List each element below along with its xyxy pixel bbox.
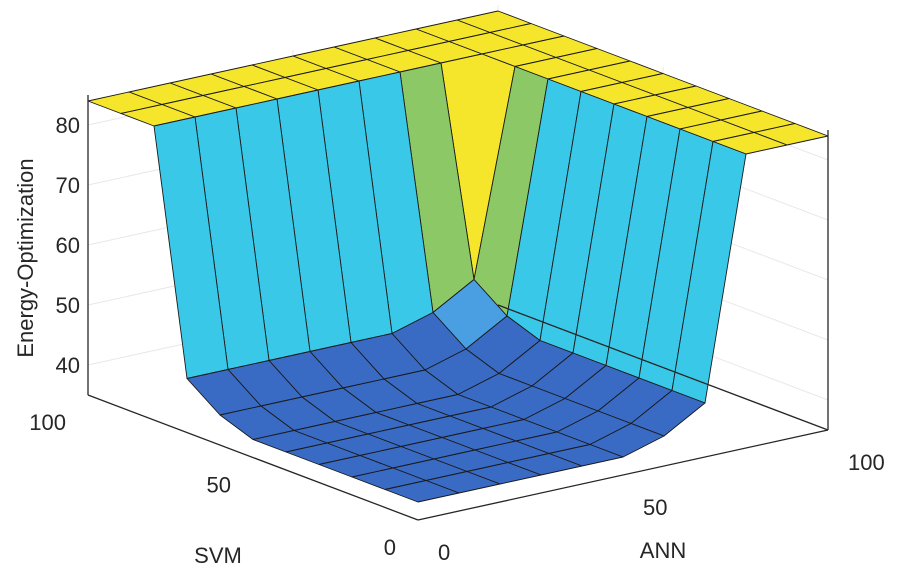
y-axis-line <box>87 394 419 521</box>
z-tick-label: 50 <box>56 293 80 318</box>
axes-box <box>87 95 829 521</box>
z-tick-label: 60 <box>56 233 80 258</box>
x-tick-label: 50 <box>643 495 667 520</box>
z-tick-label: 80 <box>56 113 80 138</box>
y-tick-label: 50 <box>207 473 231 498</box>
x-axis-line <box>417 429 829 521</box>
x-tick-label: 100 <box>848 450 885 475</box>
z-tick-label: 70 <box>56 173 80 198</box>
z-tick-label: 40 <box>56 353 80 378</box>
z-axis-label: Energy-Optimization <box>13 158 38 357</box>
surface-patch <box>384 480 460 503</box>
y-tick-label: 0 <box>384 535 396 560</box>
y-tick-label: 100 <box>29 410 66 435</box>
tick-labels: 40 50 60 70 80 0 50 100 0 50 100 <box>29 113 884 565</box>
surface-mesh <box>87 10 829 503</box>
x-tick-label: 0 <box>438 540 450 565</box>
back-base-line <box>497 304 829 431</box>
x-axis-label: ANN <box>640 538 686 563</box>
y-axis-label: SVM <box>194 543 242 568</box>
